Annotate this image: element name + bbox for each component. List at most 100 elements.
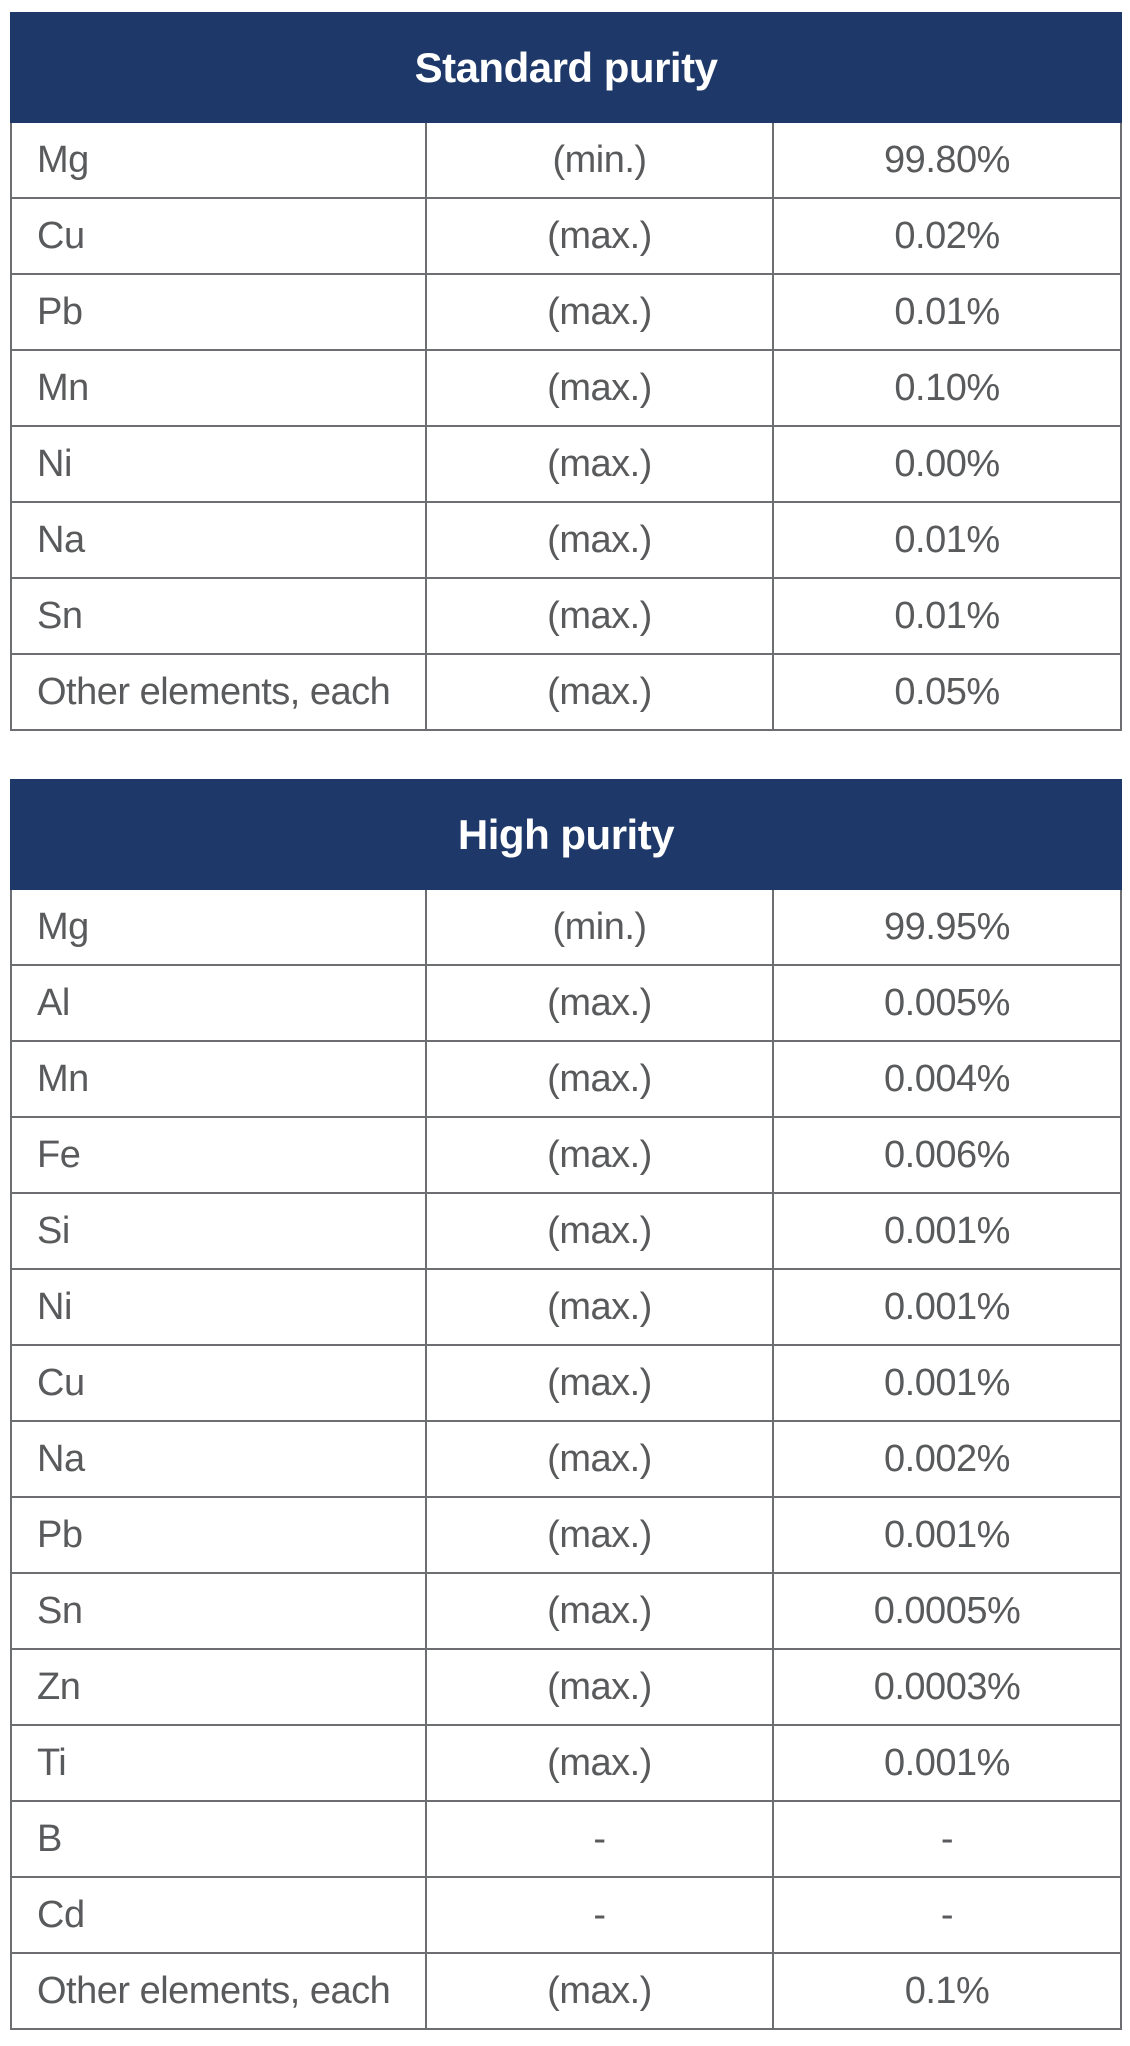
limit-cell: (max.) [427, 1498, 774, 1572]
element-cell: Pb [12, 275, 427, 349]
value-cell: 0.001% [884, 1285, 1010, 1328]
limit-cell: (max.) [427, 503, 774, 577]
limit-cell: (max.) [427, 1574, 774, 1648]
limit-cell: (max.) [427, 1650, 774, 1724]
table-row: Cu (max.) 0.001% [12, 1344, 1120, 1420]
value-cell: 0.02% [894, 214, 1000, 257]
element-cell: Al [12, 966, 427, 1040]
table-row: Pb (max.) 0.01% [12, 273, 1120, 349]
table-row: Ni (max.) 0.001% [12, 1268, 1120, 1344]
limit-cell: (max.) [427, 351, 774, 425]
value-cell: 0.1% [904, 1969, 990, 2012]
purity-table: High purity Mg (min.) 99.95% Al (max.) 0… [10, 779, 1122, 2030]
value-cell: 0.006% [884, 1133, 1010, 1176]
element-cell: Mg [12, 123, 427, 197]
value-cell: 0.01% [894, 594, 1000, 637]
table-row: Ti (max.) 0.001% [12, 1724, 1120, 1800]
table-row: Al (max.) 0.005% [12, 964, 1120, 1040]
limit-cell: (max.) [427, 1194, 774, 1268]
limit-cell: (max.) [427, 1726, 774, 1800]
table-row: Mg (min.) 99.95% [12, 890, 1120, 964]
table-header-bar: High purity [10, 779, 1122, 890]
table-row: Cd - - [12, 1876, 1120, 1952]
table-row: Mg (min.) 99.80% [12, 123, 1120, 197]
value-cell: 0.00% [894, 442, 1000, 485]
table-body: Mg (min.) 99.80% Cu (max.) 0.02% Pb (max… [10, 123, 1122, 731]
table-row: Si (max.) 0.001% [12, 1192, 1120, 1268]
limit-cell: (max.) [427, 1118, 774, 1192]
limit-cell: (max.) [427, 427, 774, 501]
element-cell: Pb [12, 1498, 427, 1572]
element-cell: Cd [12, 1878, 427, 1952]
table-row: B - - [12, 1800, 1120, 1876]
purity-table: Standard purity Mg (min.) 99.80% Cu (max… [10, 12, 1122, 731]
table-row: Fe (max.) 0.006% [12, 1116, 1120, 1192]
limit-cell: (max.) [427, 1346, 774, 1420]
limit-cell: - [427, 1802, 774, 1876]
value-cell: 0.01% [894, 518, 1000, 561]
limit-cell: (max.) [427, 275, 774, 349]
element-cell: Si [12, 1194, 427, 1268]
element-cell: B [12, 1802, 427, 1876]
table-row: Cu (max.) 0.02% [12, 197, 1120, 273]
table-header-bar: Standard purity [10, 12, 1122, 123]
value-cell: 0.001% [884, 1361, 1010, 1404]
limit-cell: (max.) [427, 1954, 774, 2028]
table-row: Zn (max.) 0.0003% [12, 1648, 1120, 1724]
value-cell: 0.001% [884, 1513, 1010, 1556]
element-cell: Na [12, 503, 427, 577]
limit-cell: - [427, 1878, 774, 1952]
value-cell: 0.002% [884, 1437, 1010, 1480]
value-cell: - [940, 1817, 954, 1860]
limit-cell: (max.) [427, 199, 774, 273]
limit-cell: (max.) [427, 966, 774, 1040]
limit-cell: (max.) [427, 579, 774, 653]
value-cell: 0.01% [894, 290, 1000, 333]
element-cell: Mn [12, 351, 427, 425]
value-cell: 0.0005% [873, 1589, 1021, 1632]
value-cell: 99.80% [884, 138, 1010, 181]
table-row: Sn (max.) 0.01% [12, 577, 1120, 653]
table-row: Sn (max.) 0.0005% [12, 1572, 1120, 1648]
table-row: Na (max.) 0.002% [12, 1420, 1120, 1496]
table-row: Other elements, each (max.) 0.05% [12, 653, 1120, 729]
element-cell: Cu [12, 199, 427, 273]
value-cell: 0.0003% [873, 1665, 1021, 1708]
limit-cell: (max.) [427, 1422, 774, 1496]
value-cell: 0.05% [894, 670, 1000, 713]
table-row: Other elements, each (max.) 0.1% [12, 1952, 1120, 2028]
value-cell: 0.10% [894, 366, 1000, 409]
element-cell: Zn [12, 1650, 427, 1724]
limit-cell: (min.) [427, 123, 774, 197]
element-cell: Other elements, each [12, 655, 427, 729]
value-cell: 0.005% [884, 981, 1010, 1024]
element-cell: Cu [12, 1346, 427, 1420]
element-cell: Fe [12, 1118, 427, 1192]
limit-cell: (max.) [427, 1042, 774, 1116]
limit-cell: (max.) [427, 1270, 774, 1344]
table-row: Ni (max.) 0.00% [12, 425, 1120, 501]
element-cell: Other elements, each [12, 1954, 427, 2028]
table-row: Mn (max.) 0.10% [12, 349, 1120, 425]
element-cell: Mg [12, 890, 427, 964]
table-row: Na (max.) 0.01% [12, 501, 1120, 577]
element-cell: Sn [12, 1574, 427, 1648]
table-body: Mg (min.) 99.95% Al (max.) 0.005% Mn (ma… [10, 890, 1122, 2030]
table-row: Mn (max.) 0.004% [12, 1040, 1120, 1116]
element-cell: Sn [12, 579, 427, 653]
table-row: Pb (max.) 0.001% [12, 1496, 1120, 1572]
value-cell: 0.001% [884, 1209, 1010, 1252]
element-cell: Ti [12, 1726, 427, 1800]
limit-cell: (max.) [427, 655, 774, 729]
value-cell: 0.004% [884, 1057, 1010, 1100]
table-title: High purity [457, 810, 675, 858]
element-cell: Na [12, 1422, 427, 1496]
table-title: Standard purity [414, 43, 718, 91]
value-cell: 0.001% [884, 1741, 1010, 1784]
element-cell: Mn [12, 1042, 427, 1116]
value-cell: 99.95% [884, 905, 1010, 948]
value-cell: - [940, 1893, 954, 1936]
element-cell: Ni [12, 427, 427, 501]
limit-cell: (min.) [427, 890, 774, 964]
